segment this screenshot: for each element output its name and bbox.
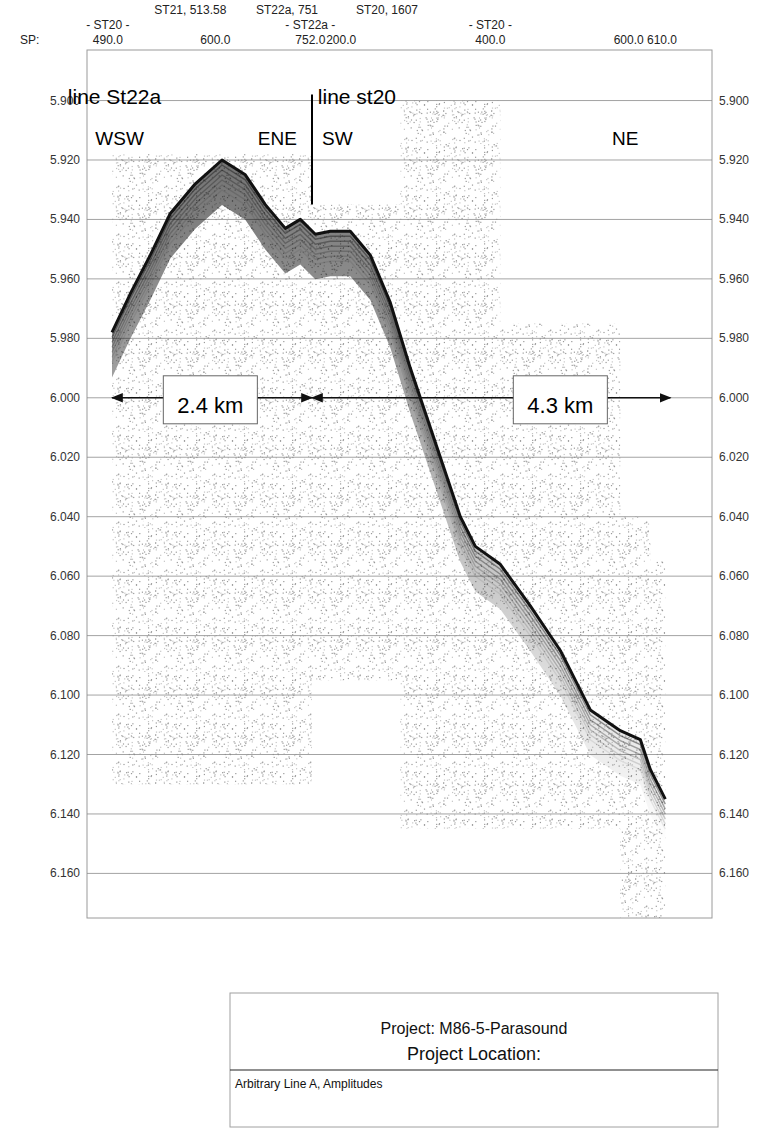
project-name: Project: M86-5-Parasound [381,1020,568,1037]
sp-label: 600.0 [614,33,644,47]
sub-bottom-reflector [112,185,665,824]
project-location: Project Location: [407,1044,541,1064]
y-tick-label-right: 6.140 [719,807,749,821]
line-name: line St22a [68,85,162,108]
sp-prefix: SP: [20,33,39,47]
seafloor-line [112,160,665,799]
y-tick-label-right: 5.980 [719,331,749,345]
record-window [400,101,500,829]
direction-label: NE [612,128,638,149]
plot-area [87,101,712,918]
y-tick-label-right: 6.080 [719,629,749,643]
sp-label: 610.0 [647,33,677,47]
y-tick-label-right: 6.020 [719,450,749,464]
grid-line [87,576,712,577]
sp-label: 400.0 [475,33,505,47]
line-label: - ST22a - [285,18,335,32]
y-tick-label-right: 5.920 [719,153,749,167]
distance-label: 2.4 km [177,393,243,418]
grid-line [87,695,712,696]
distance-label-group: 2.4 km [163,376,257,424]
y-tick-label-right: 6.040 [719,510,749,524]
record-window [650,561,665,918]
y-tick-label: 6.000 [50,391,80,405]
y-tick-label: 6.160 [50,866,80,880]
distance-label-box [163,376,257,424]
project-line: Arbitrary Line A, Amplitudes [235,1077,382,1091]
station-label: ST21, 513.58 [154,3,226,17]
direction-label: ENE [258,128,297,149]
y-tick-label: 6.080 [50,629,80,643]
sp-label: 200.0 [326,33,356,47]
figure: 5.9005.9005.9205.9205.9405.9405.9605.960… [0,0,766,1131]
y-tick-label-right: 6.060 [719,569,749,583]
y-tick-label-right: 6.100 [719,688,749,702]
grid-line [87,516,712,517]
distance-label: 4.3 km [527,393,593,418]
grid-line [87,873,712,874]
grid-line [87,278,712,279]
direction-label: WSW [95,128,144,149]
sp-label: 752.0 [295,33,325,47]
plot-frame [87,50,712,918]
sp-label: 600.0 [200,33,230,47]
y-tick-label-right: 5.940 [719,212,749,226]
sp-label: 490.0 [93,33,123,47]
record-window [620,517,650,918]
station-label: ST22a, 751 [256,3,318,17]
y-tick-label: 5.920 [50,153,80,167]
grid-line [87,159,712,160]
station-label: ST20, 1607 [356,3,418,17]
line-label: - ST20 - [469,18,512,32]
y-tick-label: 5.980 [50,331,80,345]
y-tick-label: 6.060 [50,569,80,583]
distance-label-box [513,376,607,424]
y-tick-label: 5.940 [50,212,80,226]
profile-divider [311,95,313,205]
y-tick-label-right: 6.160 [719,866,749,880]
line-name: line st20 [318,85,396,108]
y-tick-label-right: 5.960 [719,272,749,286]
y-tick-label: 6.120 [50,748,80,762]
grid-line [87,635,712,636]
y-tick-label: 6.140 [50,807,80,821]
y-tick-label-right: 6.120 [719,748,749,762]
y-tick-label: 6.100 [50,688,80,702]
y-tick-label-right: 5.900 [719,94,749,108]
sub-bottom-reflector [112,190,665,829]
grid-line [87,457,712,458]
project-box [230,993,718,1127]
grid-line [87,813,712,814]
direction-label: SW [322,128,353,149]
y-tick-label: 6.040 [50,510,80,524]
y-tick-label-right: 6.000 [719,391,749,405]
project-box-rule [230,1069,718,1070]
sub-bottom-echo [112,160,665,844]
grid-line [87,100,712,101]
line-label: - ST20 - [86,18,129,32]
distance-arrow [312,397,670,399]
y-tick-label: 6.020 [50,450,80,464]
y-tick-label: 5.960 [50,272,80,286]
distance-label-group: 4.3 km [513,376,607,424]
